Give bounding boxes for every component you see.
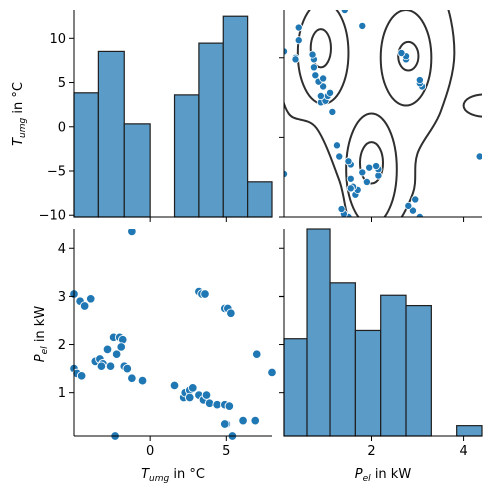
scatter-point-28 <box>188 383 198 393</box>
kde-point-28 <box>326 88 335 97</box>
x-pel-tick-label-4: 4 <box>459 444 467 459</box>
scatter-points <box>69 229 277 441</box>
kde-point-23 <box>284 170 288 179</box>
kde-point-12 <box>346 174 355 183</box>
kde-point-19 <box>344 157 353 166</box>
x-pel-tick-label-2: 2 <box>367 444 375 459</box>
scatter-point-43 <box>200 289 210 299</box>
hist-pel-bar-3 <box>354 329 382 437</box>
kde-contours <box>284 10 482 217</box>
scatter-point-21 <box>137 375 148 386</box>
kde-right-edge <box>462 93 482 118</box>
kde-point-33 <box>309 63 318 72</box>
kde-point-10 <box>346 184 355 193</box>
scatter-point-40 <box>250 415 260 426</box>
kde-point-1 <box>408 206 417 215</box>
scatter-point-2 <box>79 301 90 311</box>
hist-pel-bar-1 <box>306 228 331 437</box>
kde-point-6 <box>337 205 346 214</box>
scatter-point-6 <box>76 371 87 381</box>
kde-point-48 <box>340 10 349 14</box>
kde-point-21 <box>332 141 341 150</box>
scatter-point-39 <box>238 415 248 426</box>
kde-mid-center <box>345 112 398 217</box>
scatter-point-22 <box>127 229 137 237</box>
y-pel-tick-label-1: 1 <box>58 386 66 401</box>
kde-point-40 <box>294 23 303 32</box>
kde-point-39 <box>294 36 303 45</box>
scatter-point-17 <box>116 342 126 352</box>
kde-point-2 <box>404 201 413 210</box>
kde-point-24 <box>328 107 337 116</box>
kde-point-17 <box>365 163 374 172</box>
scatter-point-20 <box>127 373 137 383</box>
hist-pel-bar-2 <box>329 282 356 437</box>
hist-tumg-bar-7 <box>247 181 273 218</box>
y-tumg-tick-label-5: 5 <box>58 76 66 91</box>
scatter-point-24 <box>169 380 180 391</box>
hist-pel-bar-5 <box>405 304 432 437</box>
x-tumg-tick-label-0: 0 <box>146 444 154 459</box>
kde-outer <box>284 10 456 217</box>
kde-inner-left <box>309 28 332 69</box>
kde-point-3 <box>411 195 420 204</box>
kde-point-20 <box>335 152 344 161</box>
scatter-point-46 <box>226 308 236 318</box>
kde-point-49 <box>316 91 325 100</box>
y-tumg-tick-label--10: −10 <box>39 209 66 224</box>
kde-point-37 <box>291 55 300 64</box>
kde-point-11 <box>362 177 371 186</box>
scatter-point-32 <box>204 398 215 409</box>
scatter-point-35 <box>224 401 235 411</box>
hist-pel-bar-7 <box>456 425 483 437</box>
y-tumg-tick-label-0: 0 <box>58 120 66 135</box>
kde-point-46 <box>397 48 406 57</box>
hist-tumg-bar-6 <box>222 15 249 218</box>
x-tumg-tick-label-5: 5 <box>222 444 230 459</box>
kde-point-47 <box>358 21 367 30</box>
scatter-point-49 <box>185 392 195 403</box>
hist-tumg-bar-5 <box>198 42 224 218</box>
kde-inner-right <box>397 40 420 72</box>
kde-point-16 <box>372 162 381 171</box>
x-axis-label-tumg: Tumg in °C <box>141 467 205 484</box>
scatter-point-19 <box>122 363 133 374</box>
scatter-point-14 <box>111 349 122 359</box>
scatter-point-47 <box>252 349 262 359</box>
x-axis-label-pel: Pel in kW <box>355 467 412 484</box>
y-axis-label-pel: Pel in kW <box>33 306 50 363</box>
scatter-point-11 <box>102 344 113 355</box>
scatter-point-37 <box>220 419 230 429</box>
kde-inner-center <box>358 141 385 185</box>
kde-point-38 <box>284 47 288 56</box>
hist-tumg-bar-4 <box>173 94 200 218</box>
kde-point-29 <box>319 82 328 91</box>
kde-point-35 <box>308 50 317 59</box>
y-pel-tick-label-4: 4 <box>58 242 66 257</box>
hist-tumg-bar-2 <box>123 123 151 218</box>
y-tumg-tick-label-10: 10 <box>49 32 66 47</box>
scatter-point-12 <box>105 361 116 371</box>
hist-tumg-bar-1 <box>97 50 125 218</box>
kde-point-43 <box>415 76 424 85</box>
y-axis-label-tumg: Tumg in °C <box>11 82 28 146</box>
scatter-point-48 <box>267 367 277 378</box>
scatter-point-31 <box>201 390 212 400</box>
kde-point-22 <box>475 152 482 161</box>
y-tumg-tick-label--5: −5 <box>47 165 66 180</box>
scatter-point-3 <box>86 294 96 304</box>
y-pel-tick-label-3: 3 <box>58 290 66 305</box>
hist-pel-bar-4 <box>380 294 407 437</box>
kde-point-14 <box>358 168 367 177</box>
hist-pel-bar-0 <box>283 338 308 437</box>
kde-point-31 <box>319 74 328 83</box>
scatter-point-10 <box>96 361 107 371</box>
hist-tumg-bar-0 <box>73 92 99 218</box>
kde-point-32 <box>311 71 320 80</box>
kde-mid-right <box>379 10 433 107</box>
y-pel-tick-label-2: 2 <box>58 338 66 353</box>
